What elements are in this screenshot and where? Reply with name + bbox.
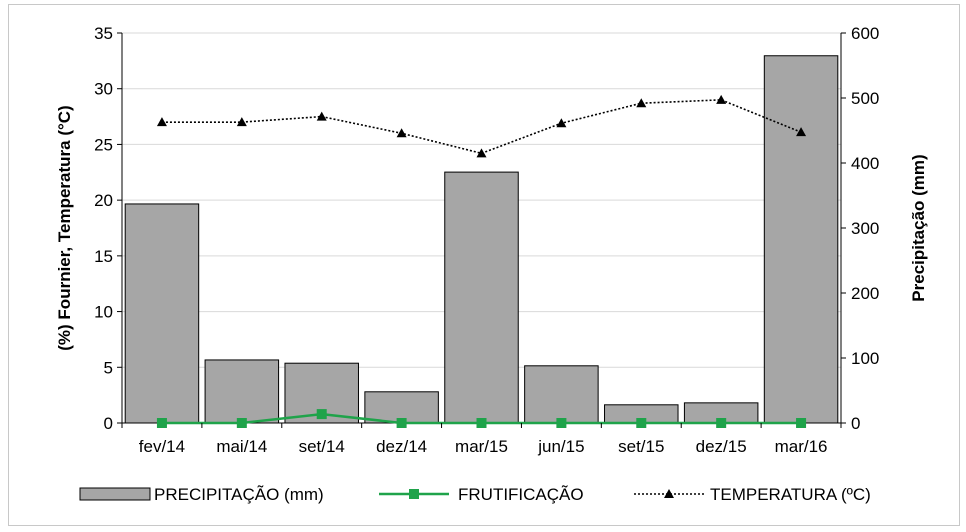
fruiting-point — [236, 418, 247, 428]
precipitation-bar — [364, 391, 439, 424]
legend-marker-fruiting — [409, 489, 419, 499]
left-axis-title: (%) Fournier, Temperatura (°C) — [55, 105, 74, 350]
left-tick-label: 15 — [94, 247, 113, 266]
temperature-point — [316, 111, 327, 121]
left-tick-label: 30 — [94, 80, 113, 99]
legend-swatch-precipitation — [79, 487, 151, 501]
precipitation-bar — [444, 171, 519, 424]
precipitation-bar — [524, 365, 599, 424]
legend: PRECIPITAÇÃO (mm) FRUTIFICAÇÃO TEMPERATU… — [79, 485, 871, 504]
temperature-point — [236, 117, 247, 127]
left-axis: 0 5 10 15 20 25 30 35 — [94, 24, 122, 433]
x-tick-label: set/15 — [618, 437, 664, 456]
right-tick-label: 500 — [851, 89, 879, 108]
fruiting-point — [716, 418, 727, 428]
right-tick-label: 100 — [851, 349, 879, 368]
fruiting-point — [156, 418, 167, 428]
precipitation-bar — [124, 203, 200, 424]
temperature-point — [156, 117, 167, 127]
right-tick-label: 200 — [851, 284, 879, 303]
fruiting-point — [556, 418, 567, 428]
fruiting-point — [476, 418, 487, 428]
x-tick-label: dez/15 — [696, 437, 747, 456]
legend-label-precipitation: PRECIPITAÇÃO (mm) — [154, 485, 324, 504]
temperature-point — [796, 127, 807, 137]
legend-marker-temperature — [664, 489, 674, 498]
right-axis: 0 100 200 300 400 500 600 — [841, 24, 879, 433]
precipitation-bar — [763, 55, 839, 424]
legend-label-temperature: TEMPERATURA (ºC) — [710, 485, 871, 504]
right-axis-title: Precipitação (mm) — [909, 154, 928, 301]
right-tick-label: 400 — [851, 154, 879, 173]
precipitation-bar — [204, 359, 280, 424]
x-tick-label: jun/15 — [537, 437, 584, 456]
temperature-point — [636, 98, 647, 108]
x-tick-label: dez/14 — [376, 437, 427, 456]
right-tick-label: 300 — [851, 219, 879, 238]
x-axis: fev/14 mai/14 set/14 dez/14 mar/15 jun/15 set/… — [121, 423, 842, 456]
fruiting-point — [316, 409, 327, 420]
right-tick-label: 0 — [851, 414, 860, 433]
temperature-point — [556, 118, 567, 128]
fruiting-point — [636, 418, 647, 428]
x-tick-label: mai/14 — [216, 437, 267, 456]
x-tick-label: fev/14 — [139, 437, 185, 456]
x-tick-label: set/14 — [299, 437, 345, 456]
precipitation-bars — [124, 55, 839, 424]
legend-item-fruiting: FRUTIFICAÇÃO — [379, 485, 584, 504]
fruiting-point — [796, 418, 807, 428]
x-tick-label: mar/15 — [455, 437, 508, 456]
left-tick-label: 25 — [94, 135, 113, 154]
legend-item-precipitation: PRECIPITAÇÃO (mm) — [79, 485, 324, 504]
left-tick-label: 0 — [104, 414, 113, 433]
series-lines — [156, 94, 807, 428]
left-tick-label: 5 — [104, 358, 113, 377]
temperature-point — [396, 128, 407, 138]
fruiting-point — [396, 418, 407, 428]
legend-item-temperature: TEMPERATURA (ºC) — [634, 485, 871, 504]
temperature-line — [161, 99, 802, 155]
temperature-point — [476, 148, 487, 158]
right-tick-label: 600 — [851, 24, 879, 43]
legend-label-fruiting: FRUTIFICAÇÃO — [458, 485, 584, 504]
x-tick-label: mar/16 — [775, 437, 828, 456]
left-tick-label: 10 — [94, 303, 113, 322]
left-tick-label: 20 — [94, 191, 113, 210]
temperature-point — [716, 94, 727, 104]
left-tick-label: 35 — [94, 24, 113, 43]
